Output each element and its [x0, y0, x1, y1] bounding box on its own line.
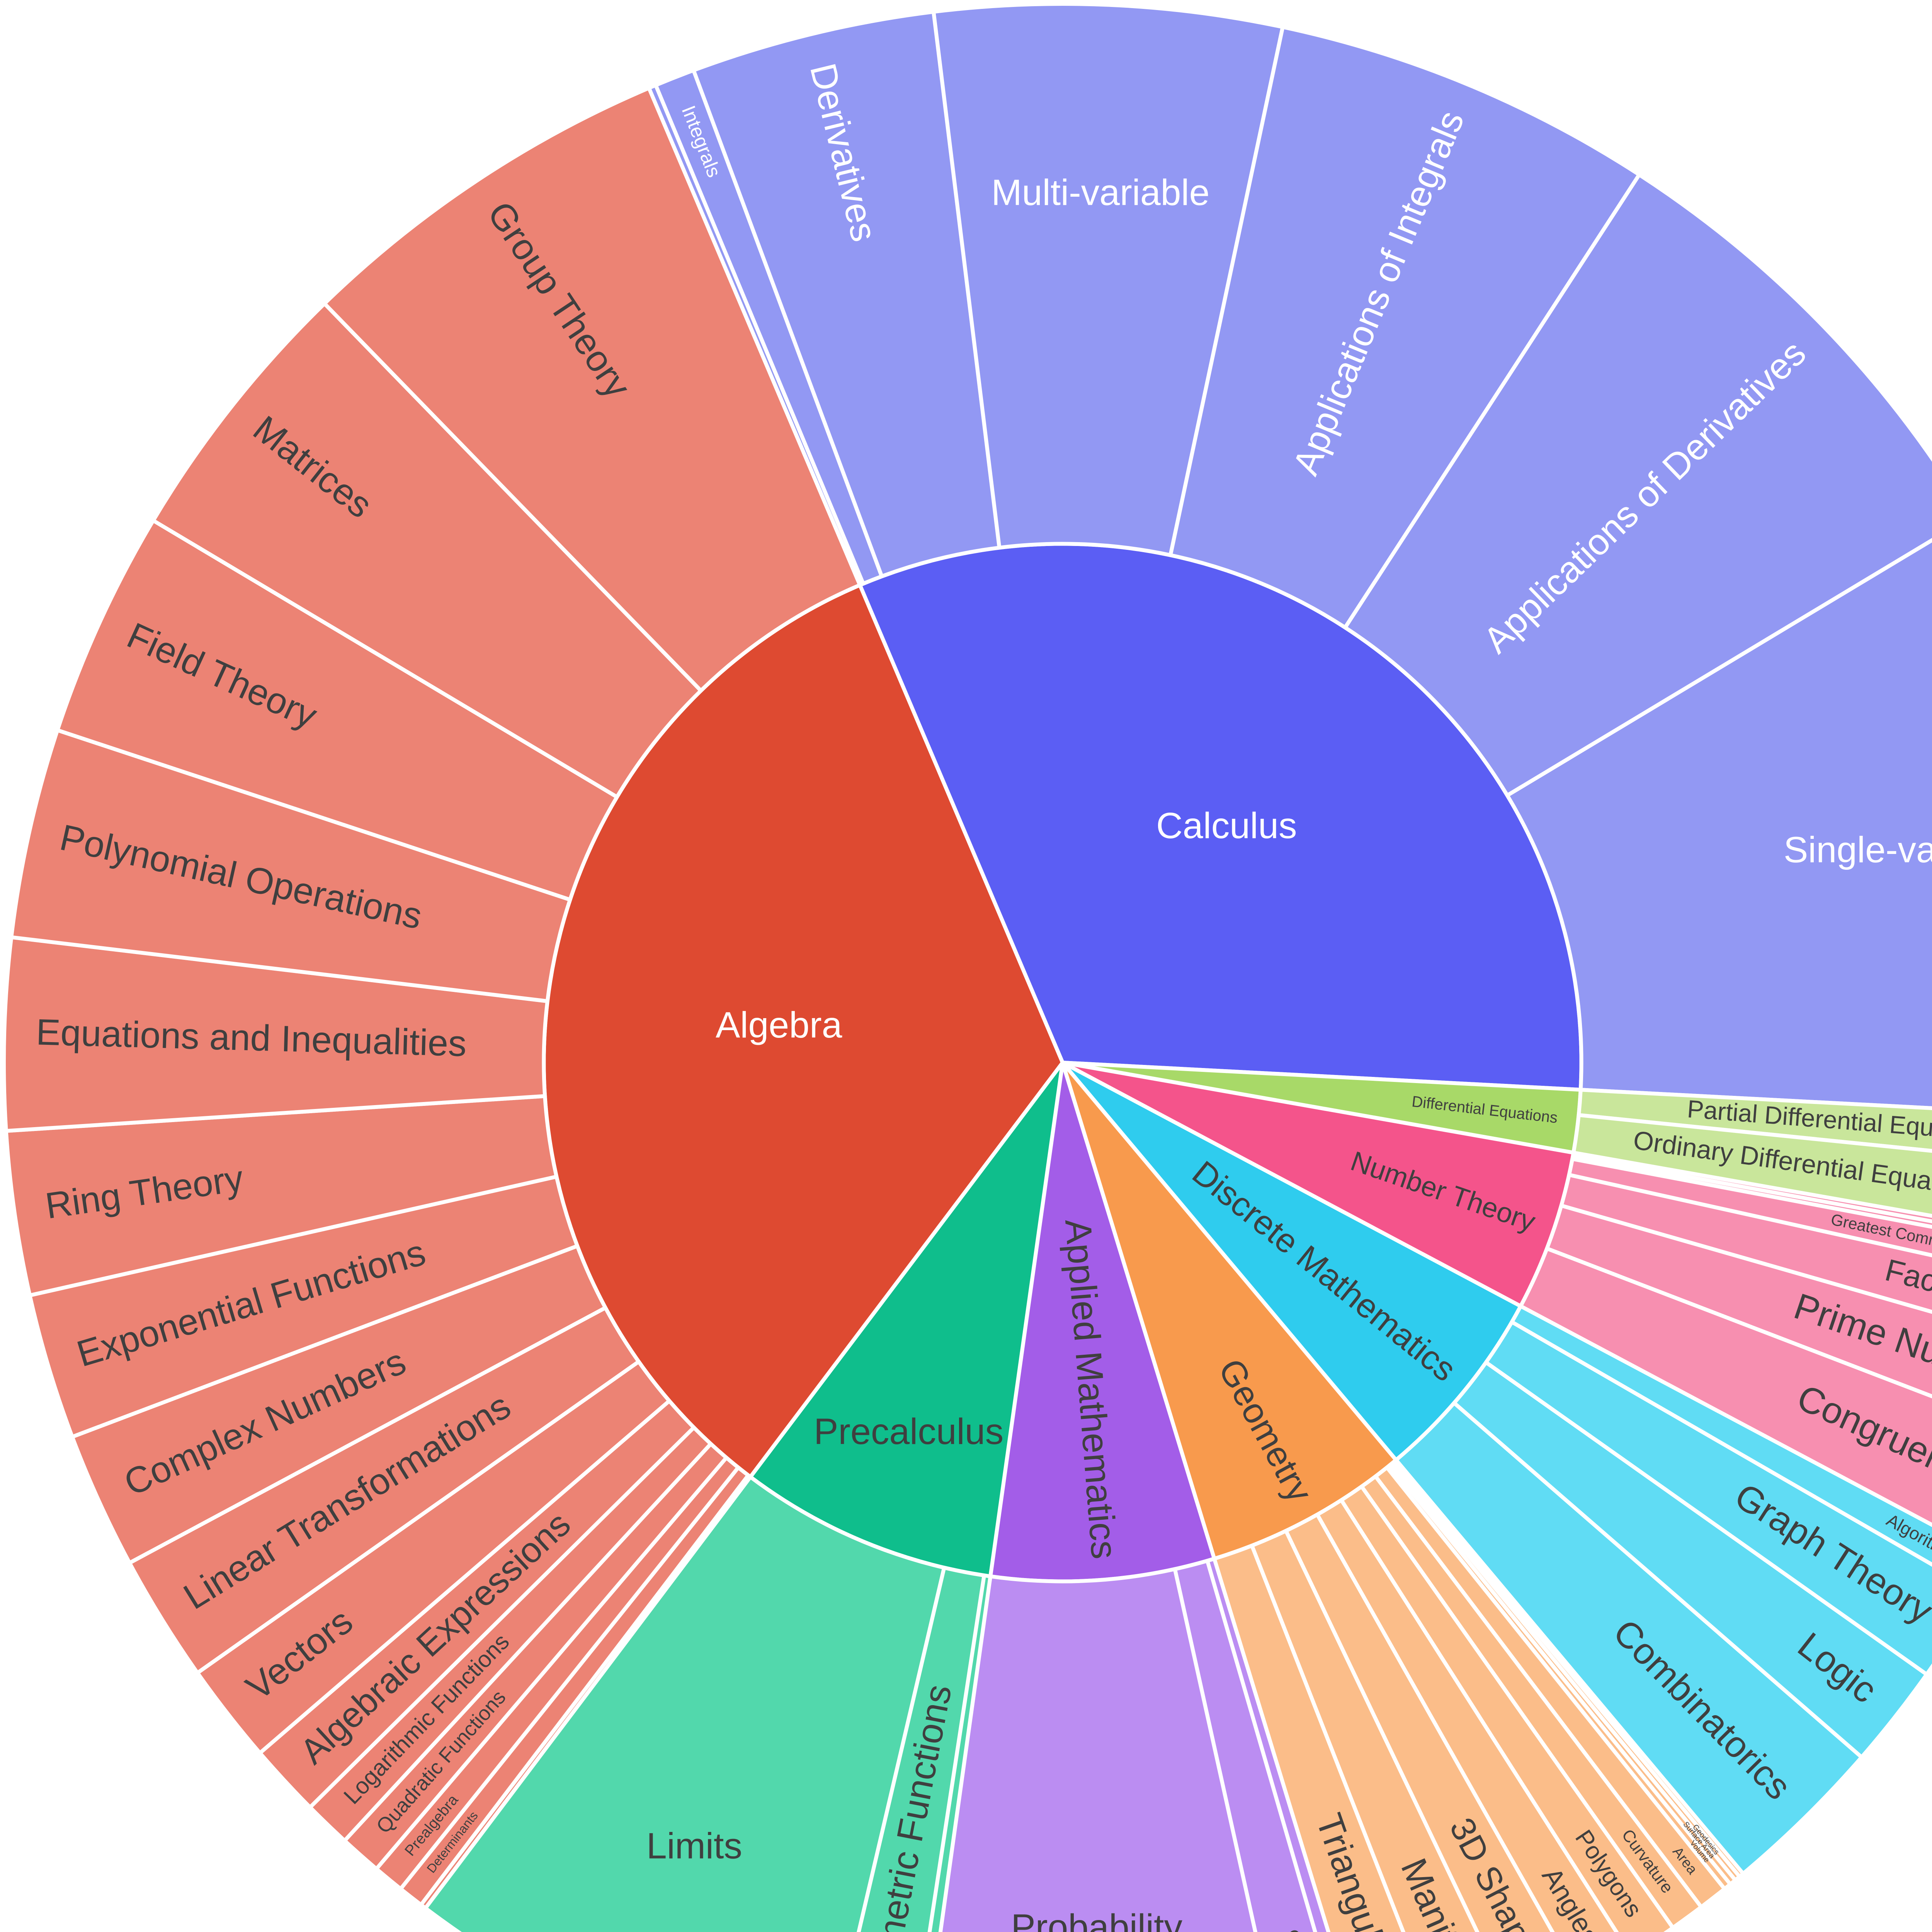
sector-probability[interactable] — [915, 1567, 1292, 1932]
sector-multi-variable[interactable] — [932, 2, 1285, 557]
sector-matrices[interactable] — [151, 301, 703, 799]
sector-applications-of-integrals[interactable] — [1168, 25, 1641, 629]
sector-applications-of-derivatives[interactable] — [1343, 173, 1932, 798]
sector-limits[interactable] — [423, 1475, 946, 1932]
sector-single-variable[interactable] — [1505, 517, 1932, 1118]
sector-congruences[interactable] — [1519, 1247, 1932, 1560]
sector-prime-numbers[interactable] — [1545, 1204, 1932, 1442]
sector-group-theory[interactable] — [322, 86, 862, 693]
